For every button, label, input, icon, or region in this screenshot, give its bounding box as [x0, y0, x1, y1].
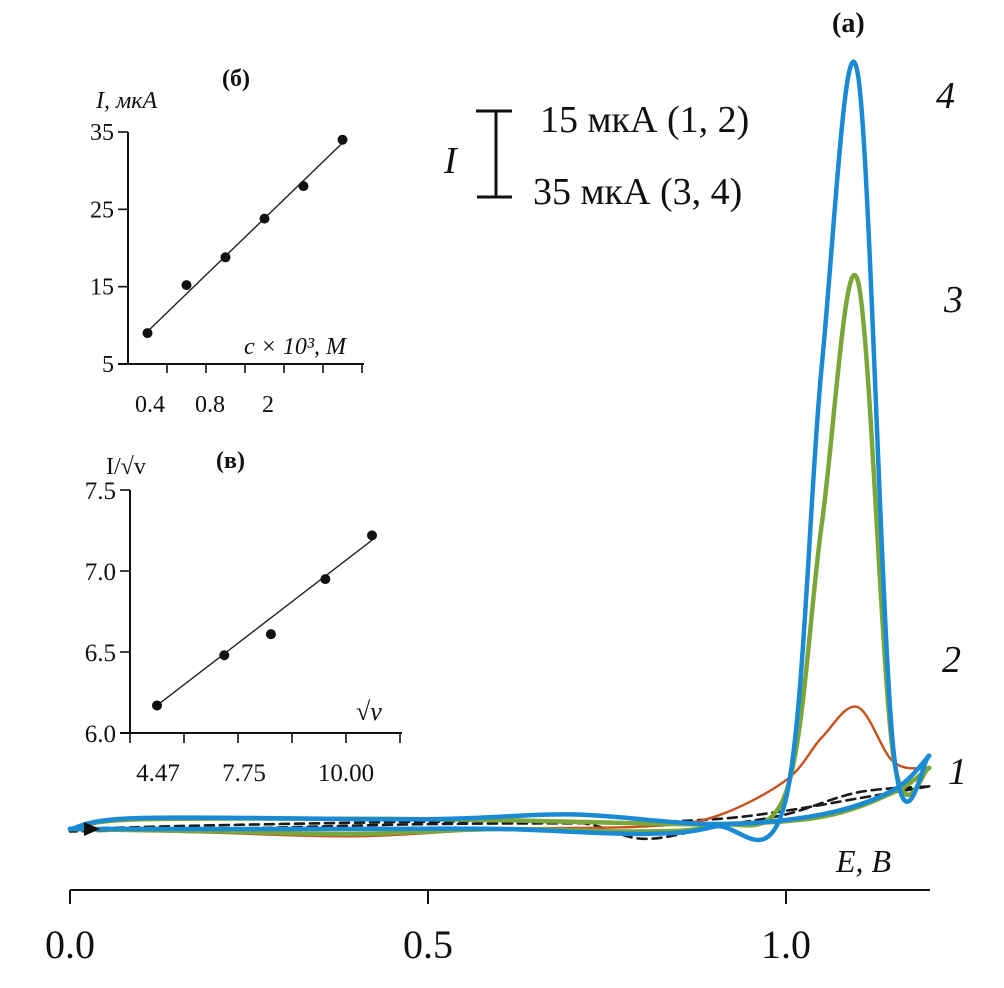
curve-4-reverse	[67, 753, 932, 832]
inset-v-point	[320, 574, 331, 585]
inset-panel-v: (в) I/√v 6.0 6.5 7.0 7.5 4.47 7.75 10.00 √v	[85, 448, 402, 787]
scale-bar-line2: 35 мкА (3, 4)	[533, 171, 742, 213]
inset-v-y-tick-label: 7.0	[85, 559, 116, 586]
inset-b-content: 5 15 25 35 0.4 0.8 2	[90, 120, 363, 418]
inset-b-x-tick-label: 2	[262, 392, 274, 418]
inset-b-y-tick-label: 5	[102, 352, 114, 378]
curve-3-forward	[67, 272, 932, 837]
inset-v-point	[219, 650, 230, 661]
curve-label-4: 4	[936, 75, 955, 117]
inset-b-point	[337, 134, 348, 145]
inset-b-x-label: c × 10³, М	[244, 334, 348, 360]
inset-v-x-label: √v	[356, 697, 382, 726]
inset-v-fit-line	[156, 539, 373, 707]
inset-b-x-tick-label: 0.4	[135, 392, 165, 418]
inset-b-y-tick-label: 35	[90, 120, 114, 146]
inset-v-y-tick-label: 6.0	[85, 721, 116, 748]
scan-direction-arrow-icon	[84, 822, 100, 836]
scale-bar-symbol: I	[443, 140, 459, 182]
inset-v-point	[367, 530, 377, 541]
main-x-tick-label: 1.0	[761, 922, 811, 967]
inset-v-point	[265, 629, 276, 640]
main-x-tick-label: 0.5	[403, 922, 453, 967]
inset-b-x-tick-label: 0.8	[195, 392, 225, 418]
main-panel-a: (a) 0.0 0.5 1.0 E, В 4 3 2 1 I 15 мкА (1, …	[45, 8, 967, 967]
inset-v-y-tick-label: 7.5	[85, 478, 116, 505]
panel-label-a: (a)	[832, 8, 865, 39]
main-x-tick-label: 0.0	[45, 922, 95, 967]
inset-b-y-tick-label: 25	[90, 197, 114, 223]
scale-bar: I 15 мкА (1, 2) 35 мкА (3, 4)	[443, 99, 749, 213]
inset-panel-b: (б) I, мкА 5 15 25 35 0.4 0.8 2 c × 10³, М	[90, 66, 364, 418]
main-curves	[67, 59, 932, 843]
inset-v-point	[152, 700, 162, 711]
inset-b-point	[142, 328, 153, 339]
inset-b-point	[259, 213, 270, 224]
curve-label-1: 1	[948, 751, 967, 793]
curve-4-forward	[67, 59, 932, 843]
inset-b-y-label-text: I, мкА	[95, 88, 158, 114]
curve-label-2: 2	[942, 639, 961, 681]
inset-b-point	[181, 280, 192, 291]
main-x-ticks: 0.0 0.5 1.0	[45, 890, 811, 967]
inset-v-x-tick-label: 10.00	[318, 760, 374, 787]
panel-label-b: (б)	[222, 66, 250, 92]
panel-label-v: (в)	[216, 448, 245, 474]
curve-label-3: 3	[943, 279, 963, 321]
inset-v-content: 6.0 6.5 7.0 7.5 4.47 7.75 10.00	[85, 478, 401, 787]
main-x-axis-label: E, В	[835, 843, 891, 879]
inset-b-y-tick-label: 15	[90, 275, 114, 301]
main-x-axis-label-text: E, В	[835, 843, 891, 879]
inset-v-y-label: I/√v	[106, 454, 146, 480]
inset-b-point	[298, 181, 309, 192]
inset-v-x-tick-label: 7.75	[222, 760, 266, 787]
inset-b-fit-line	[147, 142, 343, 333]
inset-b-y-label: I, мкА	[95, 88, 158, 114]
inset-b-x-label-text: c × 10³, М	[244, 334, 348, 360]
inset-b-point	[220, 252, 231, 263]
inset-v-x-tick-label: 4.47	[136, 760, 180, 787]
scale-bar-line1: 15 мкА (1, 2)	[540, 99, 749, 141]
inset-v-y-tick-label: 6.5	[85, 640, 116, 667]
